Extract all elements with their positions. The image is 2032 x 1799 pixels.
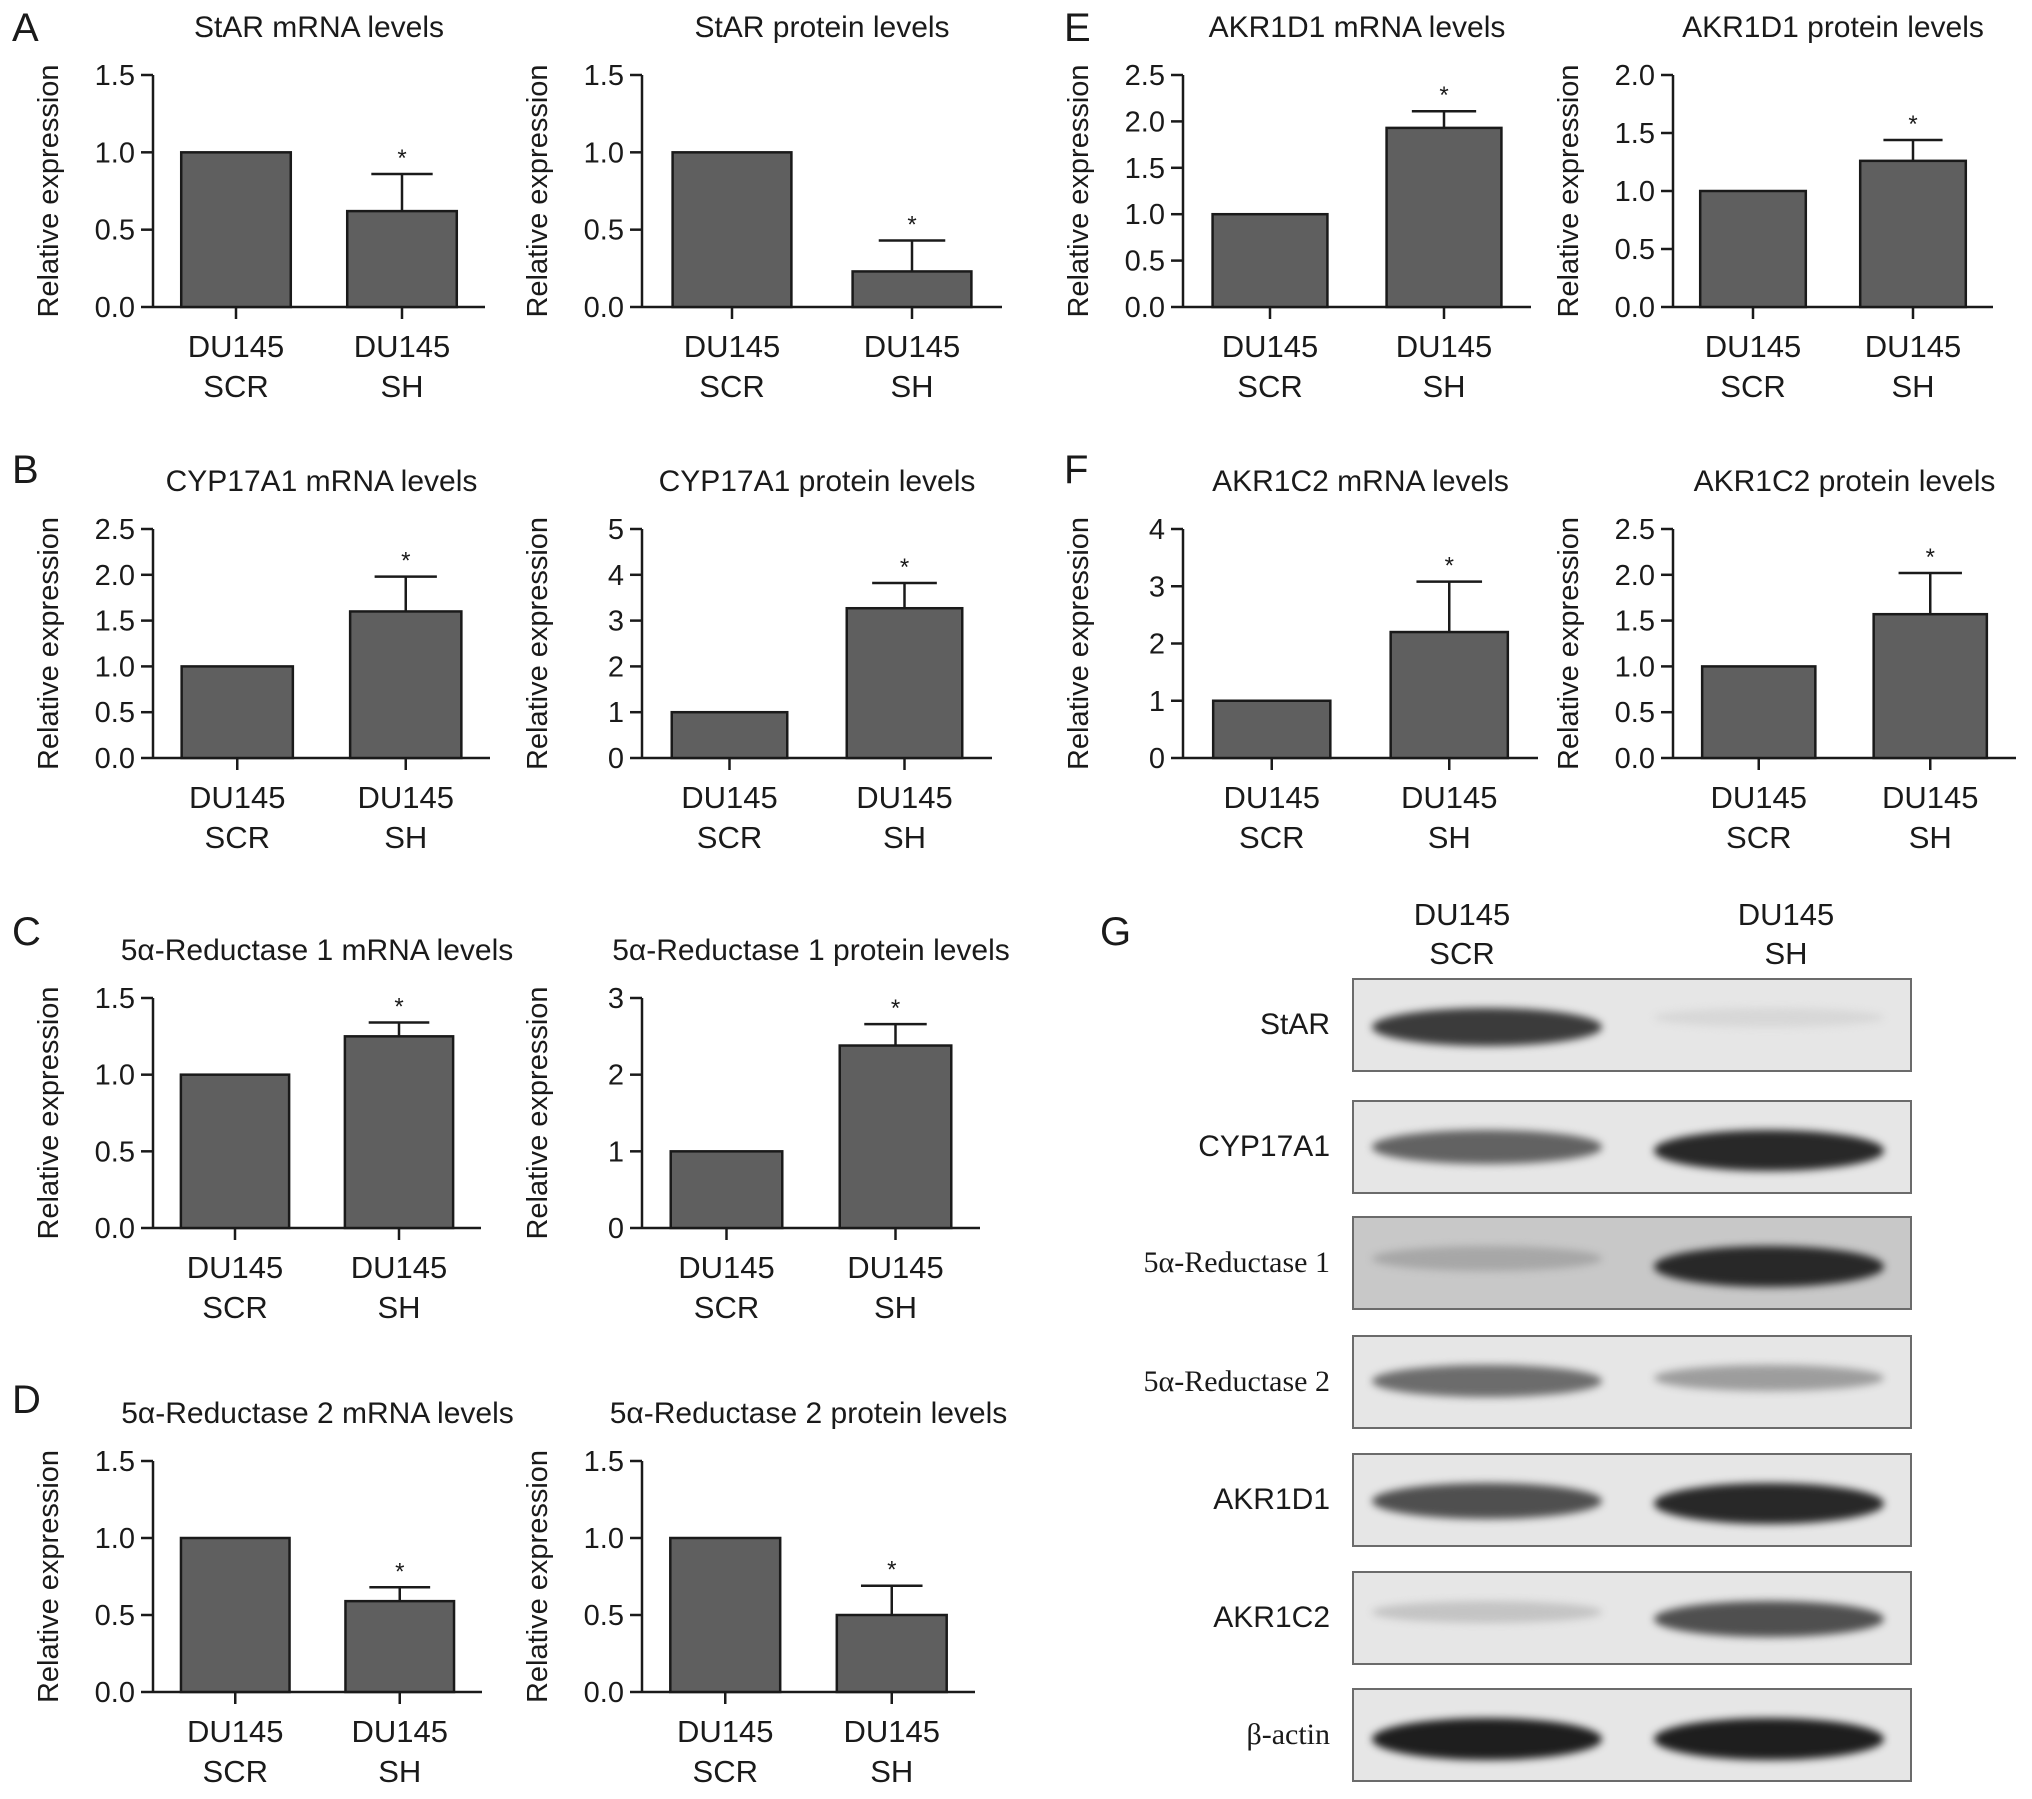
blot-strip xyxy=(1352,1216,1912,1310)
blot-label: StAR xyxy=(1259,1008,1330,1041)
blot-label: 5α-Reductase 2 xyxy=(1143,1365,1331,1398)
blot-strip xyxy=(1352,1100,1912,1194)
band-sh xyxy=(1654,1008,1884,1028)
lane-header-sh-line1: DU145 xyxy=(1737,897,1835,932)
blot-strip xyxy=(1352,1335,1912,1429)
blot-strip xyxy=(1352,1571,1912,1665)
panel-letter-a: A xyxy=(12,6,39,50)
panel-letter-g: G xyxy=(1100,910,1132,954)
blot-label: 5α-Reductase 1 xyxy=(1143,1246,1331,1279)
panel-letter-e: E xyxy=(1064,6,1091,50)
band-sh xyxy=(1654,1130,1884,1171)
band-scr xyxy=(1372,1718,1602,1760)
band-scr xyxy=(1372,1008,1602,1047)
lane-header-sh: DU145 SH xyxy=(1686,895,1886,973)
blot-label: CYP17A1 xyxy=(1198,1130,1330,1163)
lane-header-scr: DU145 SCR xyxy=(1362,895,1562,973)
panel-letter-c: C xyxy=(12,910,41,954)
band-sh xyxy=(1654,1718,1884,1760)
band-sh xyxy=(1654,1601,1884,1637)
lane-header-scr-line1: DU145 xyxy=(1413,897,1511,932)
panel-letter-d: D xyxy=(12,1378,41,1422)
band-scr xyxy=(1372,1601,1602,1623)
blot-label: β-actin xyxy=(1246,1718,1330,1751)
panel-letter-b: B xyxy=(12,448,39,492)
blot-strip xyxy=(1352,1453,1912,1547)
band-scr xyxy=(1372,1130,1602,1164)
band-scr xyxy=(1372,1246,1602,1272)
blot-strip xyxy=(1352,978,1912,1072)
band-scr xyxy=(1372,1365,1602,1398)
band-sh xyxy=(1654,1246,1884,1287)
panel-letter-f: F xyxy=(1064,448,1089,492)
lane-header-scr-line2: SCR xyxy=(1429,936,1495,971)
blot-strip xyxy=(1352,1688,1912,1782)
lane-header-sh-line2: SH xyxy=(1764,936,1808,971)
band-scr xyxy=(1372,1483,1602,1519)
blot-label: AKR1C2 xyxy=(1213,1601,1330,1634)
blot-label: AKR1D1 xyxy=(1213,1483,1330,1516)
band-sh xyxy=(1654,1483,1884,1524)
band-sh xyxy=(1654,1365,1884,1392)
